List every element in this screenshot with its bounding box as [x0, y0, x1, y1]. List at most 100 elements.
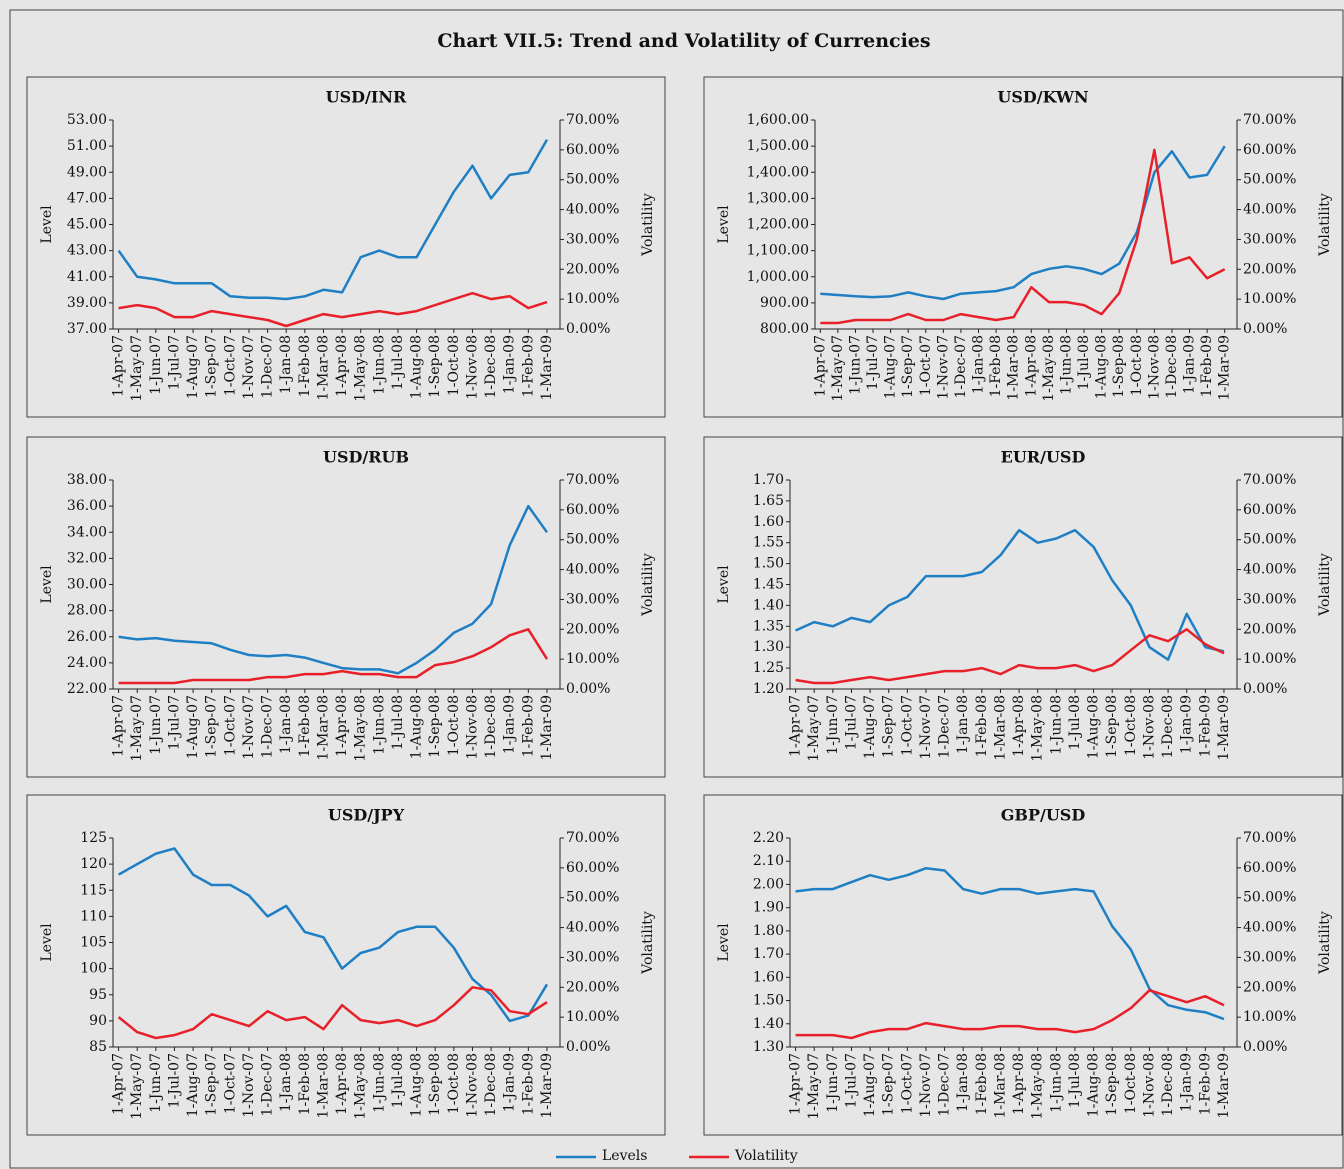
- y-tick-label: 22.00: [67, 681, 107, 697]
- y-tick-label: 1.90: [753, 900, 784, 916]
- x-tick-label: 1-Mar-08: [315, 335, 331, 401]
- x-tick-label: 1-Aug-07: [185, 1053, 201, 1117]
- x-tick-label: 1-Apr-07: [788, 695, 804, 757]
- y-tick-label: 90: [89, 1013, 107, 1029]
- x-tick-label: 1-Jun-07: [825, 1053, 841, 1113]
- y-tick-label: 49.00: [67, 164, 107, 180]
- y-tick-label: 110: [80, 908, 107, 924]
- y2-tick-label: 20.00%: [1243, 979, 1296, 995]
- x-tick-label: 1-Mar-08: [315, 1053, 331, 1119]
- x-tick-label: 1-Jul-08: [390, 335, 406, 390]
- x-tick-label: 1-Aug-08: [1094, 335, 1110, 399]
- x-tick-label: 1-Jun-07: [148, 1053, 164, 1113]
- x-tick-label: 1-Feb-09: [520, 695, 536, 757]
- x-tick-label: 1-Oct-07: [918, 335, 934, 396]
- x-tick-label: 1-Dec-07: [260, 335, 276, 399]
- x-tick-label: 1-May-08: [353, 335, 369, 402]
- x-tick-label: 1-Jan-08: [278, 695, 294, 754]
- series-line: [117, 138, 549, 301]
- x-tick-label: 1-Dec-08: [1160, 1053, 1176, 1117]
- y-tick-label: 800.00: [760, 321, 809, 337]
- x-tick-label: 1-Feb-09: [1197, 695, 1213, 757]
- y-tick-label: 1.50: [753, 993, 784, 1009]
- y-tick-label: 28.00: [67, 603, 107, 619]
- x-tick-label: 1-Feb-08: [297, 335, 313, 397]
- x-tick-label: 1-May-08: [1030, 1053, 1046, 1120]
- x-tick-label: 1-Sep-07: [204, 1053, 220, 1116]
- x-tick-label: 1-Oct-07: [222, 695, 238, 756]
- x-tick-label: 1-Aug-07: [185, 335, 201, 399]
- x-tick-label: 1-Mar-08: [992, 1053, 1008, 1119]
- y2-tick-label: 30.00%: [566, 231, 619, 247]
- x-tick-label: 1-Jul-07: [166, 695, 182, 750]
- x-tick-label: 1-Aug-08: [409, 695, 425, 759]
- x-tick-label: 1-May-07: [129, 1053, 145, 1120]
- x-tick-label: 1-Dec-07: [953, 335, 969, 399]
- y2-tick-label: 20.00%: [566, 979, 619, 995]
- y-axis-label: Level: [39, 565, 55, 604]
- x-tick-label: 1-Mar-08: [1006, 335, 1022, 401]
- panel: [26, 436, 666, 778]
- x-tick-label: 1-Oct-08: [446, 1053, 462, 1114]
- y-axis-label: Level: [716, 565, 732, 604]
- y-tick-label: 105: [80, 935, 107, 951]
- y2-axis-label: Volatility: [640, 911, 656, 975]
- x-tick-label: 1-Feb-09: [520, 1053, 536, 1115]
- y2-tick-label: 60.00%: [566, 502, 619, 518]
- y2-tick-label: 30.00%: [1243, 591, 1296, 607]
- x-tick-label: 1-Apr-08: [334, 1053, 350, 1115]
- y2-tick-label: 50.00%: [1243, 532, 1296, 548]
- x-tick-label: 1-Dec-07: [937, 1053, 953, 1117]
- y2-tick-label: 40.00%: [1243, 562, 1296, 578]
- y-tick-label: 1.60: [753, 969, 784, 985]
- y2-tick-label: 10.00%: [566, 651, 619, 667]
- x-tick-label: 1-May-08: [1030, 695, 1046, 762]
- y-tick-label: 1,400.00: [747, 164, 809, 180]
- x-tick-label: 1-Dec-07: [260, 1053, 276, 1117]
- x-tick-label: 1-Apr-08: [1011, 695, 1027, 757]
- y-tick-label: 24.00: [67, 655, 107, 671]
- x-tick-label: 1-Sep-07: [204, 335, 220, 398]
- y-tick-label: 1,300.00: [747, 190, 809, 206]
- y-tick-label: 41.00: [67, 269, 107, 285]
- x-tick-label: 1-May-07: [806, 1053, 822, 1120]
- page-title: Chart VII.5: Trend and Volatility of Cur…: [437, 30, 930, 52]
- y-tick-label: 100: [80, 961, 107, 977]
- x-tick-label: 1-Jul-07: [166, 335, 182, 390]
- y-axis-label: Level: [39, 923, 55, 962]
- y2-tick-label: 70.00%: [566, 830, 619, 846]
- x-tick-label: 1-Nov-08: [1141, 695, 1157, 760]
- x-tick-label: 1-Mar-09: [539, 1053, 555, 1119]
- panel-title: USD/RUB: [323, 448, 409, 467]
- y2-tick-label: 60.00%: [1243, 142, 1296, 158]
- y-tick-label: 85: [89, 1039, 107, 1055]
- y-tick-label: 1.55: [753, 535, 784, 551]
- panel: [703, 436, 1343, 778]
- x-tick-label: 1-Jul-08: [1067, 695, 1083, 750]
- x-tick-label: 1-Jan-09: [1179, 1053, 1195, 1112]
- x-tick-label: 1-Dec-07: [260, 695, 276, 759]
- x-tick-label: 1-Jun-08: [1048, 695, 1064, 755]
- x-tick-label: 1-Feb-08: [297, 1053, 313, 1115]
- y-tick-label: 1,500.00: [747, 138, 809, 154]
- y-tick-label: 1.70: [753, 946, 784, 962]
- y-tick-label: 1.40: [753, 597, 784, 613]
- y-tick-label: 34.00: [67, 524, 107, 540]
- y2-tick-label: 20.00%: [1243, 261, 1296, 277]
- y2-tick-label: 0.00%: [1243, 1039, 1287, 1055]
- x-tick-label: 1-Nov-08: [464, 335, 480, 400]
- series-line: [118, 628, 549, 685]
- x-tick-label: 1-Dec-08: [483, 1053, 499, 1117]
- x-tick-label: 1-Oct-08: [446, 695, 462, 756]
- x-tick-label: 1-Aug-08: [409, 1053, 425, 1117]
- y-axis-label: Level: [39, 205, 55, 244]
- y-tick-label: 47.00: [67, 190, 107, 206]
- y2-tick-label: 20.00%: [566, 621, 619, 637]
- y2-tick-label: 70.00%: [566, 112, 619, 128]
- y-tick-label: 1.50: [753, 556, 784, 572]
- y-tick-label: 2.20: [753, 830, 784, 846]
- x-tick-label: 1-Jun-07: [847, 335, 863, 395]
- y2-tick-label: 30.00%: [566, 949, 619, 965]
- x-tick-label: 1-Aug-07: [185, 695, 201, 759]
- y-tick-label: 2.00: [753, 876, 784, 892]
